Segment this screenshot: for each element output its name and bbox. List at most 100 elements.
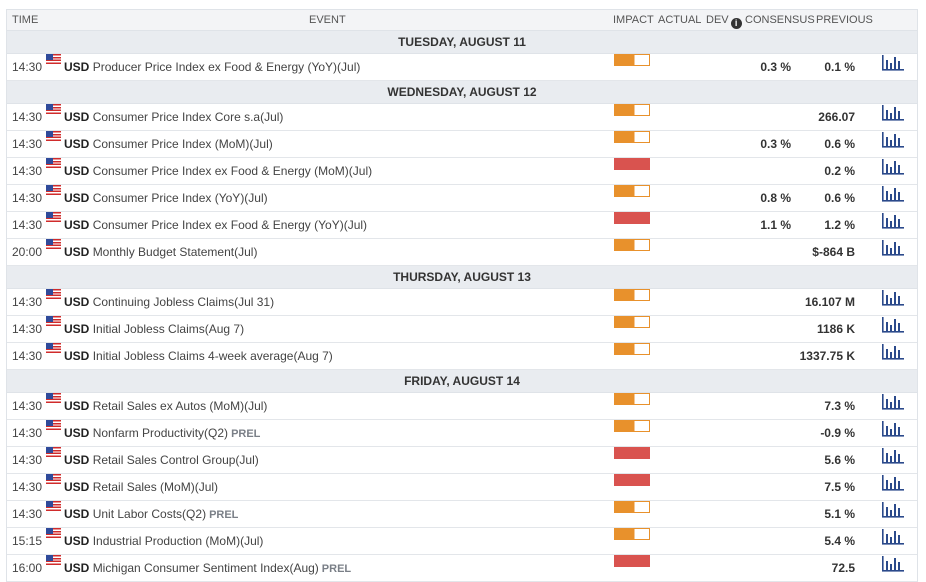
event-row[interactable]: 14:30 USD Retail Sales ex Autos (MoM)(Jul… <box>7 393 917 420</box>
event-row[interactable]: 14:30 USD Initial Jobless Claims 4-week a… <box>7 343 917 370</box>
event-row[interactable]: 14:30 USD Producer Price Index ex Food & … <box>7 54 917 81</box>
us-flag-icon <box>46 343 61 353</box>
event-title[interactable]: USD Michigan Consumer Sentiment Index(Au… <box>64 555 351 582</box>
impact-column-header[interactable]: IMPACT <box>613 14 654 26</box>
event-time: 20:00 <box>12 245 43 259</box>
bar-chart-icon[interactable] <box>882 474 904 491</box>
event-time: 14:30 <box>12 453 43 467</box>
event-currency: USD <box>64 295 90 309</box>
event-title[interactable]: USD Retail Sales ex Autos (MoM)(Jul) <box>64 393 267 419</box>
event-title[interactable]: USD Continuing Jobless Claims(Jul 31) <box>64 289 274 315</box>
event-title[interactable]: USD Initial Jobless Claims(Aug 7) <box>64 316 244 342</box>
event-title[interactable]: USD Unit Labor Costs(Q2) PREL <box>64 501 238 528</box>
event-title[interactable]: USD Consumer Price Index (YoY)(Jul) <box>64 185 268 211</box>
bar-chart-icon[interactable] <box>882 289 904 306</box>
event-row[interactable]: 14:30 USD Retail Sales Control Group(Jul)… <box>7 447 917 474</box>
bar-chart-icon[interactable] <box>882 212 904 229</box>
event-title[interactable]: USD Consumer Price Index Core s.a(Jul) <box>64 104 283 130</box>
event-currency: USD <box>64 561 90 575</box>
event-row[interactable]: 20:00 USD Monthly Budget Statement(Jul) $-… <box>7 239 917 266</box>
bar-chart-icon[interactable] <box>882 343 904 360</box>
event-name: Unit Labor Costs(Q2) <box>92 507 207 521</box>
impact-bar <box>614 104 650 116</box>
event-column-header: EVENT <box>309 14 346 26</box>
event-row[interactable]: 15:15 USD Industrial Production (MoM)(Jul… <box>7 528 917 555</box>
event-currency: USD <box>64 60 90 74</box>
event-title[interactable]: USD Consumer Price Index (MoM)(Jul) <box>64 131 273 157</box>
impact-bar <box>614 185 650 197</box>
event-currency: USD <box>64 322 90 336</box>
bar-chart-icon[interactable] <box>882 54 904 71</box>
bar-chart-icon[interactable] <box>882 158 904 175</box>
bar-chart-icon[interactable] <box>882 420 904 437</box>
event-row[interactable]: 14:30 USD Initial Jobless Claims(Aug 7) 11… <box>7 316 917 343</box>
impact-bar <box>614 447 650 459</box>
consensus-value: 0.3 % <box>760 137 791 151</box>
event-currency: USD <box>64 137 90 151</box>
event-name: Retail Sales Control Group(Jul) <box>92 453 259 467</box>
event-name: Consumer Price Index Core s.a(Jul) <box>92 110 284 124</box>
bar-chart-icon[interactable] <box>882 104 904 121</box>
event-title[interactable]: USD Retail Sales (MoM)(Jul) <box>64 474 218 500</box>
event-row[interactable]: 16:00 USD Michigan Consumer Sentiment Ind… <box>7 555 917 582</box>
prel-tag: PREL <box>231 428 261 440</box>
bar-chart-icon[interactable] <box>882 447 904 464</box>
previous-value: 266.07 <box>818 110 855 124</box>
impact-bar <box>614 474 650 486</box>
us-flag-icon <box>46 131 61 141</box>
us-flag-icon <box>46 316 61 326</box>
impact-bar <box>614 420 650 432</box>
us-flag-icon <box>46 104 61 114</box>
event-currency: USD <box>64 164 90 178</box>
bar-chart-icon[interactable] <box>882 393 904 410</box>
event-currency: USD <box>64 399 90 413</box>
event-time: 14:30 <box>12 110 43 124</box>
time-column-header: TIME <box>12 14 39 26</box>
event-title[interactable]: USD Nonfarm Productivity(Q2) PREL <box>64 420 260 447</box>
bar-chart-icon[interactable] <box>882 316 904 333</box>
dev-column-header: DEV i <box>706 14 742 29</box>
us-flag-icon <box>46 447 61 457</box>
event-row[interactable]: 14:30 USD Retail Sales (MoM)(Jul) 7.5 % <box>7 474 917 501</box>
event-time: 14:30 <box>12 218 43 232</box>
event-row[interactable]: 14:30 USD Continuing Jobless Claims(Jul 3… <box>7 289 917 316</box>
event-title[interactable]: USD Consumer Price Index ex Food & Energ… <box>64 158 372 184</box>
event-currency: USD <box>64 534 90 548</box>
previous-column-header: PREVIOUS <box>816 14 873 26</box>
event-row[interactable]: 14:30 USD Consumer Price Index (YoY)(Jul)… <box>7 185 917 212</box>
event-name: Industrial Production (MoM)(Jul) <box>92 534 264 548</box>
event-title[interactable]: USD Retail Sales Control Group(Jul) <box>64 447 259 473</box>
event-title[interactable]: USD Industrial Production (MoM)(Jul) <box>64 528 263 554</box>
prel-tag: PREL <box>209 509 239 521</box>
bar-chart-icon[interactable] <box>882 528 904 545</box>
info-icon[interactable]: i <box>730 18 742 29</box>
previous-value: 1186 K <box>816 322 855 336</box>
consensus-value: 1.1 % <box>760 218 791 232</box>
us-flag-icon <box>46 239 61 249</box>
event-row[interactable]: 14:30 USD Consumer Price Index ex Food & … <box>7 212 917 239</box>
impact-bar <box>614 501 650 513</box>
event-name: Initial Jobless Claims(Aug 7) <box>92 322 245 336</box>
impact-bar <box>614 555 650 567</box>
event-row[interactable]: 14:30 USD Consumer Price Index (MoM)(Jul)… <box>7 131 917 158</box>
event-row[interactable]: 14:30 USD Unit Labor Costs(Q2) PREL 5.1 % <box>7 501 917 528</box>
event-row[interactable]: 14:30 USD Consumer Price Index Core s.a(J… <box>7 104 917 131</box>
impact-bar <box>614 158 650 170</box>
day-header: FRIDAY, AUGUST 14 <box>7 370 917 393</box>
event-title[interactable]: USD Consumer Price Index ex Food & Energ… <box>64 212 367 238</box>
bar-chart-icon[interactable] <box>882 185 904 202</box>
event-time: 14:30 <box>12 349 43 363</box>
event-title[interactable]: USD Monthly Budget Statement(Jul) <box>64 239 257 265</box>
event-name: Consumer Price Index ex Food & Energy (M… <box>92 164 373 178</box>
impact-bar <box>614 54 650 66</box>
bar-chart-icon[interactable] <box>882 239 904 256</box>
event-currency: USD <box>64 480 90 494</box>
bar-chart-icon[interactable] <box>882 131 904 148</box>
bar-chart-icon[interactable] <box>882 501 904 518</box>
event-row[interactable]: 14:30 USD Consumer Price Index ex Food & … <box>7 158 917 185</box>
us-flag-icon <box>46 393 61 403</box>
event-title[interactable]: USD Producer Price Index ex Food & Energ… <box>64 54 360 80</box>
event-title[interactable]: USD Initial Jobless Claims 4-week averag… <box>64 343 333 369</box>
bar-chart-icon[interactable] <box>882 555 904 572</box>
event-row[interactable]: 14:30 USD Nonfarm Productivity(Q2) PREL -0.… <box>7 420 917 447</box>
